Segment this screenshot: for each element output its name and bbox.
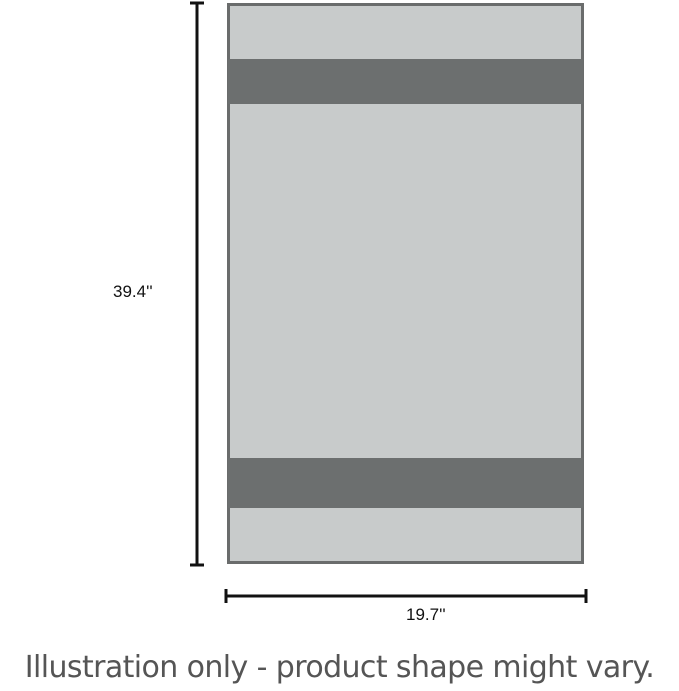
top-band <box>228 59 583 104</box>
height-dimension-line <box>190 1 204 567</box>
height-label: 39.4'' <box>113 282 153 301</box>
bottom-band <box>228 458 583 508</box>
width-dimension-line <box>224 589 588 603</box>
caption: Illustration only - product shape might … <box>24 650 655 685</box>
width-label: 19.7'' <box>406 605 446 624</box>
